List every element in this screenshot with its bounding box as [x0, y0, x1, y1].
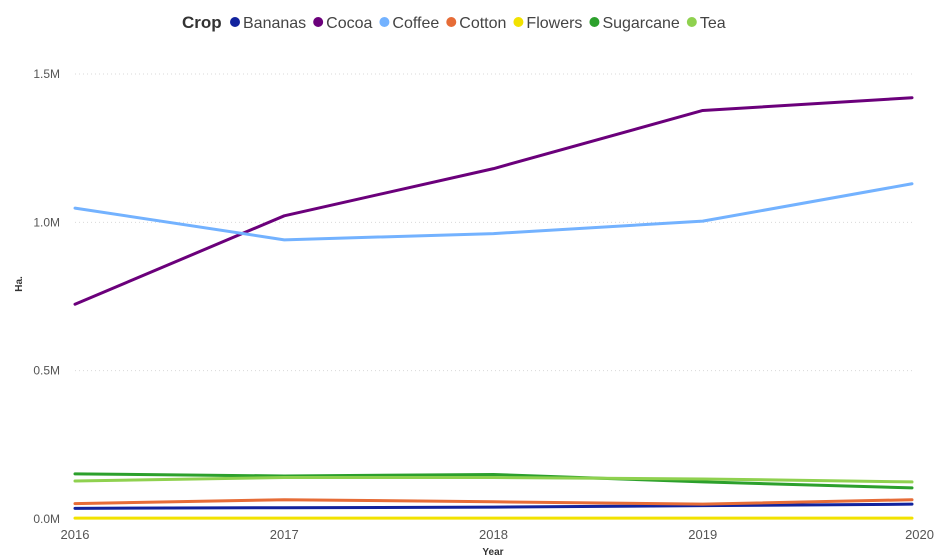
legend-marker: [379, 17, 390, 27]
legend-marker: [513, 17, 524, 27]
legend-marker: [589, 17, 600, 27]
legend-label: Bananas: [243, 15, 306, 32]
legend-item-cotton[interactable]: Cotton: [446, 15, 506, 32]
legend-label: Sugarcane: [602, 15, 679, 32]
x-tick-label: 2016: [61, 527, 90, 542]
legend-marker: [230, 17, 240, 27]
series-lines: [73, 96, 914, 520]
series-line-cocoa[interactable]: [73, 96, 914, 306]
legend-label: Cocoa: [326, 15, 372, 32]
legend-label: Cotton: [459, 15, 506, 32]
legend-marker: [313, 17, 324, 27]
series-line-coffee[interactable]: [73, 182, 914, 242]
x-axis-ticks: 2016 2017 2018 2019 2020: [61, 527, 934, 542]
legend: Crop Bananas Cocoa Coffee Cotton Flowers Suga…: [182, 13, 726, 32]
y-axis-ticks: 0.0M 0.5M 1.0M 1.5M: [33, 67, 60, 526]
y-axis-title: Ha.: [14, 276, 25, 292]
gridlines: [75, 73, 912, 372]
series-line-cotton[interactable]: [73, 498, 914, 506]
series-line-sugarcane[interactable]: [73, 472, 914, 490]
legend-title: Crop: [182, 13, 222, 32]
legend-marker: [446, 17, 457, 27]
y-tick-label: 0.5M: [33, 364, 60, 378]
y-tick-label: 1.0M: [33, 215, 60, 229]
x-tick-label: 2019: [688, 527, 717, 542]
x-tick-label: 2020: [905, 527, 934, 542]
legend-item-sugarcane[interactable]: Sugarcane: [589, 15, 680, 32]
x-axis-title: Year: [482, 547, 503, 558]
x-tick-label: 2018: [479, 527, 508, 542]
legend-label: Coffee: [392, 15, 439, 32]
y-tick-label: 1.5M: [33, 67, 60, 81]
legend-label: Tea: [700, 15, 726, 32]
legend-item-cocoa[interactable]: Cocoa: [313, 15, 373, 32]
legend-label: Flowers: [526, 15, 582, 32]
legend-item-tea[interactable]: Tea: [686, 15, 726, 32]
series-line-tea[interactable]: [73, 475, 914, 484]
legend-item-coffee[interactable]: Coffee: [379, 15, 439, 32]
x-tick-label: 2017: [270, 527, 299, 542]
legend-marker: [686, 17, 697, 27]
legend-item-bananas[interactable]: Bananas: [230, 15, 306, 32]
y-tick-label: 0.0M: [33, 512, 60, 526]
legend-item-flowers[interactable]: Flowers: [513, 15, 582, 32]
series-line-bananas[interactable]: [73, 502, 914, 510]
